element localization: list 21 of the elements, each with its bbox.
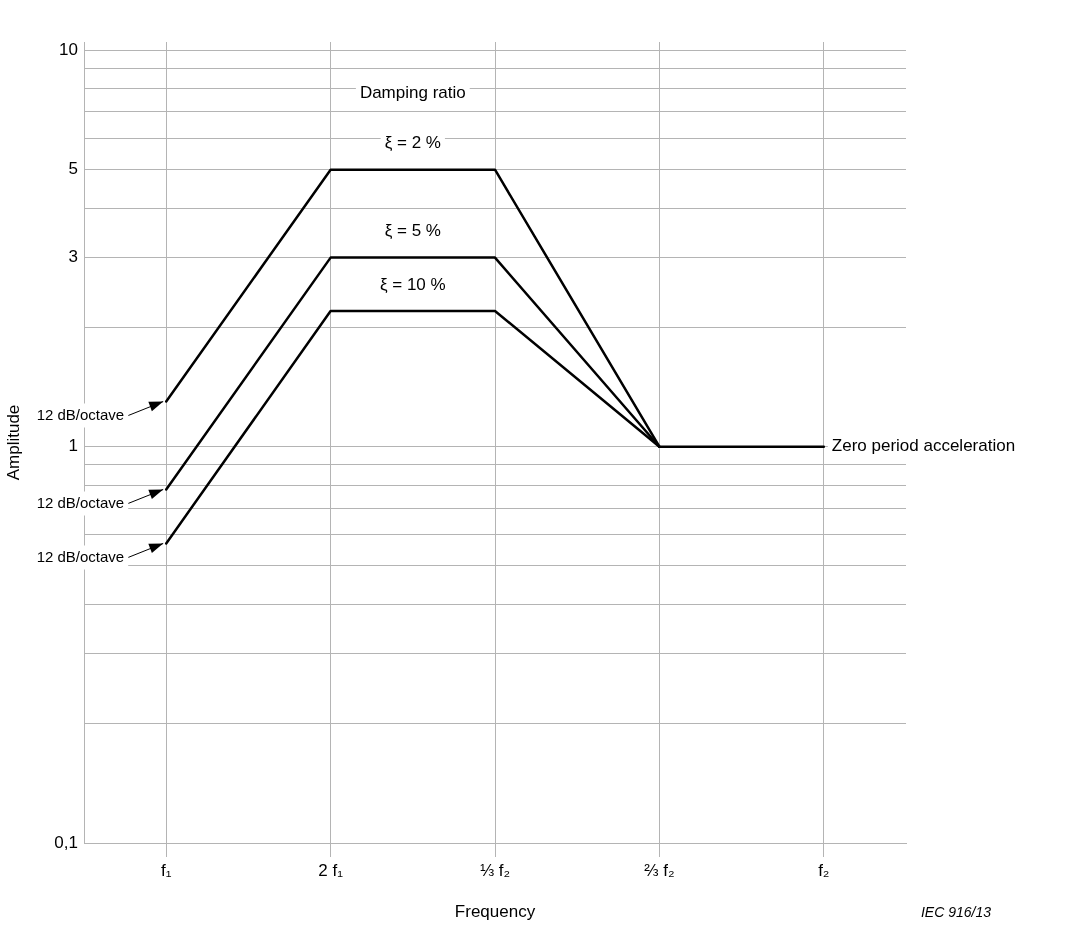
- annotation: 12 dB/octave: [36, 547, 125, 565]
- y-tick-label: 3: [68, 247, 78, 267]
- text: IEC 916/13: [920, 903, 992, 920]
- x-tick-label: ⅔ f₂: [644, 860, 675, 880]
- x-tick-label: ⅓ f₂: [479, 860, 511, 880]
- x-axis-title: Frequency: [454, 902, 536, 922]
- x-tick-label: f₂: [818, 860, 830, 880]
- x-tick-label: 2 f₁: [318, 860, 344, 880]
- y-tick-label: 1: [68, 436, 78, 456]
- series-label: ξ = 10 %: [379, 274, 446, 294]
- annotation: Zero period acceleration: [831, 436, 1016, 456]
- legend-title: Damping ratio: [359, 83, 466, 103]
- y-tick-label: 10: [59, 40, 78, 60]
- series-label: ξ = 5 %: [384, 221, 441, 241]
- series-label: ξ = 2 %: [384, 133, 441, 153]
- annotation: 12 dB/octave: [36, 493, 125, 511]
- annotation: 12 dB/octave: [36, 405, 125, 423]
- y-tick-label: 5: [68, 159, 78, 179]
- y-tick-label: 0,1: [54, 832, 78, 852]
- x-tick-label: f₁: [160, 860, 172, 880]
- y-axis-title: Amplitude: [3, 404, 23, 481]
